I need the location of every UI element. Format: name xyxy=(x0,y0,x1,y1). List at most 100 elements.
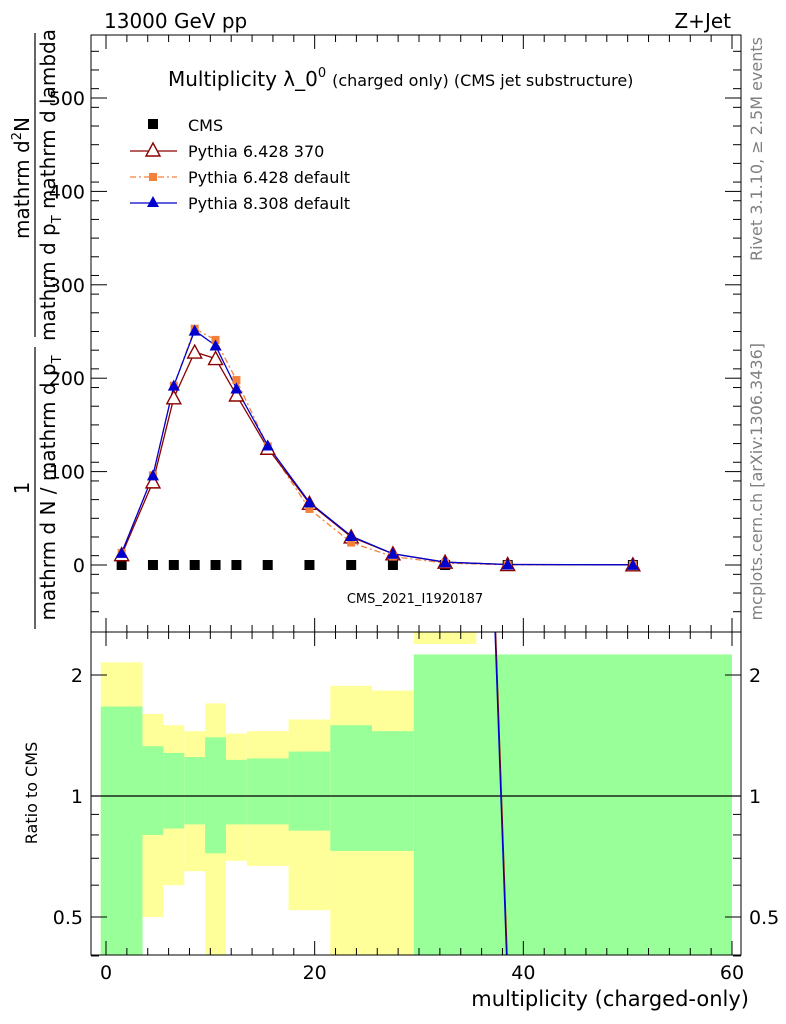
chart-title-main: Multiplicity λ_0 xyxy=(168,67,318,91)
ratio-ytick-label-right: 0.5 xyxy=(749,907,779,929)
side-text-bottom: mcplots.cern.ch [arXiv:1306.3436] xyxy=(747,343,766,620)
ratio-xlabel: multiplicity (charged-only) xyxy=(471,987,749,1011)
ratio-band-overflow xyxy=(413,632,477,644)
main-ytick-label: 400 xyxy=(49,181,85,203)
legend-marker-pythia8-default xyxy=(147,196,159,207)
header-right: Z+Jet xyxy=(674,9,731,33)
analysis-id: CMS_2021_I1920187 xyxy=(347,592,483,607)
cms-point xyxy=(147,560,158,570)
pythia6-370-point xyxy=(144,473,162,489)
pythia6-370-point xyxy=(186,343,203,359)
ylabel-right-den: mathrm d pT mathrm d lambda xyxy=(36,29,65,341)
ratio-ytick-label: 1 xyxy=(71,786,83,808)
pythia8-default-point xyxy=(345,530,358,542)
ratio-band-inner xyxy=(142,746,164,835)
pythia8-default-point xyxy=(188,324,201,336)
ylabel-right-num-after: N xyxy=(10,117,34,132)
header-left: 13000 GeV pp xyxy=(104,9,247,33)
ratio-xtick-label: 20 xyxy=(303,962,327,984)
pythia8-default-point xyxy=(303,496,316,508)
cms-point xyxy=(189,560,200,570)
ylabel-left-den-main: mathrm d N / mathrm d p xyxy=(36,363,60,620)
ylabel-left-num: 1 xyxy=(10,482,34,495)
pythia6-default-point xyxy=(305,504,314,513)
ratio-xtick-label: 60 xyxy=(720,962,744,984)
ratio-pythia6-line xyxy=(495,631,508,956)
pythia6-default-point xyxy=(347,538,356,547)
main-ytick-label: 0 xyxy=(73,555,85,577)
pythia8-default-point xyxy=(209,339,222,351)
ratio-ytick-label-right: 1 xyxy=(749,786,761,808)
pythia8-default-point xyxy=(146,469,159,481)
legend-marker-pythia6-370 xyxy=(144,141,162,157)
ratio-band-inner xyxy=(184,757,206,825)
ratio-lines xyxy=(91,631,741,956)
ylabel-left-den: mathrm d N / mathrm d pT xyxy=(36,355,65,620)
ylabel-right-num-main: mathrm d xyxy=(10,140,34,239)
side-text-top: Rivet 3.1.10, ≥ 2.5M events xyxy=(747,37,766,261)
chart-title: Multiplicity λ_00 (charged only) (CMS jet… xyxy=(168,66,633,91)
legend-label-pythia6-370: Pythia 6.428 370 xyxy=(188,142,324,161)
ratio-ytick-label-right: 2 xyxy=(749,665,761,687)
main-ytick-label: 300 xyxy=(49,275,85,297)
main-series xyxy=(113,324,642,572)
ratio-band-inner xyxy=(225,759,247,825)
ratio-band-inner xyxy=(330,725,373,851)
legend-marker-cms xyxy=(148,119,158,129)
ratio-panel: 0.5 0.51 12 20 20 40 60 Ratio to CMS multiplic… xyxy=(22,631,779,1011)
ratio-band-inner xyxy=(163,752,185,829)
pythia8-default-point xyxy=(115,546,128,558)
ylabel-right-den-sub: T xyxy=(50,215,65,224)
pythia6-370-point xyxy=(165,389,182,405)
ratio-band-inner xyxy=(372,731,414,851)
cms-point xyxy=(304,560,315,570)
pythia8-default-point xyxy=(626,558,639,570)
ratio-ytick-label: 0.5 xyxy=(53,907,83,929)
ratio-band-inner xyxy=(246,758,289,825)
cms-point xyxy=(231,560,242,570)
series-line-1 xyxy=(121,351,633,566)
chart-title-sup: 0 xyxy=(318,66,326,81)
chart-title-suffix: (charged only) (CMS jet substructure) xyxy=(332,71,633,90)
ratio-xtick-label: 0 xyxy=(100,962,112,984)
pythia8-default-point xyxy=(167,379,180,391)
pythia8-default-point xyxy=(386,547,399,559)
pythia8-default-point xyxy=(501,558,514,570)
pythia8-default-point xyxy=(261,439,274,451)
legend-label-pythia6-default: Pythia 6.428 default xyxy=(188,168,350,187)
pythia6-default-point xyxy=(232,376,241,385)
series-line-2 xyxy=(121,327,633,566)
pythia8-default-point xyxy=(230,382,243,394)
ratio-band-inner xyxy=(413,654,732,955)
cms-point xyxy=(387,560,398,570)
legend-marker-pythia6-default xyxy=(149,173,157,181)
main-ylabel: 1 mathrm d N / mathrm d pT mathrm d2N ma… xyxy=(10,29,65,629)
ratio-bands xyxy=(100,632,732,955)
ratio-pythia8-line xyxy=(494,631,508,956)
ylabel-right-num: mathrm d2N xyxy=(10,117,34,239)
ratio-band-inner xyxy=(288,751,331,831)
main-axis-ticks: 0 100 200 300 400 500 xyxy=(49,35,741,632)
ratio-xtick-label: 40 xyxy=(511,962,535,984)
pythia8-default-point xyxy=(439,556,452,568)
ratio-plot-frame xyxy=(90,631,742,956)
ylabel-right-den-after: mathrm d lambda xyxy=(36,29,60,215)
cms-point xyxy=(168,560,179,570)
legend: CMS Pythia 6.428 370 Pythia 6.428 defaul… xyxy=(130,116,350,213)
ylabel-left-den-sub: T xyxy=(50,355,65,364)
cms-point xyxy=(210,560,221,570)
ylabel-right-num-sup: 2 xyxy=(10,132,25,140)
cms-point xyxy=(346,560,357,570)
ylabel-right-den-main: mathrm d p xyxy=(36,223,60,341)
legend-label-pythia8-default: Pythia 8.308 default xyxy=(188,194,350,213)
main-ytick-label: 200 xyxy=(49,368,85,390)
main-ytick-label: 100 xyxy=(49,462,85,484)
ratio-ylabel: Ratio to CMS xyxy=(22,742,41,844)
ratio-ytick-label: 2 xyxy=(71,665,83,687)
legend-label-cms: CMS xyxy=(188,116,223,135)
ratio-band-inner xyxy=(205,737,226,854)
series-line-3 xyxy=(121,329,633,566)
main-ytick-label: 500 xyxy=(49,88,85,110)
